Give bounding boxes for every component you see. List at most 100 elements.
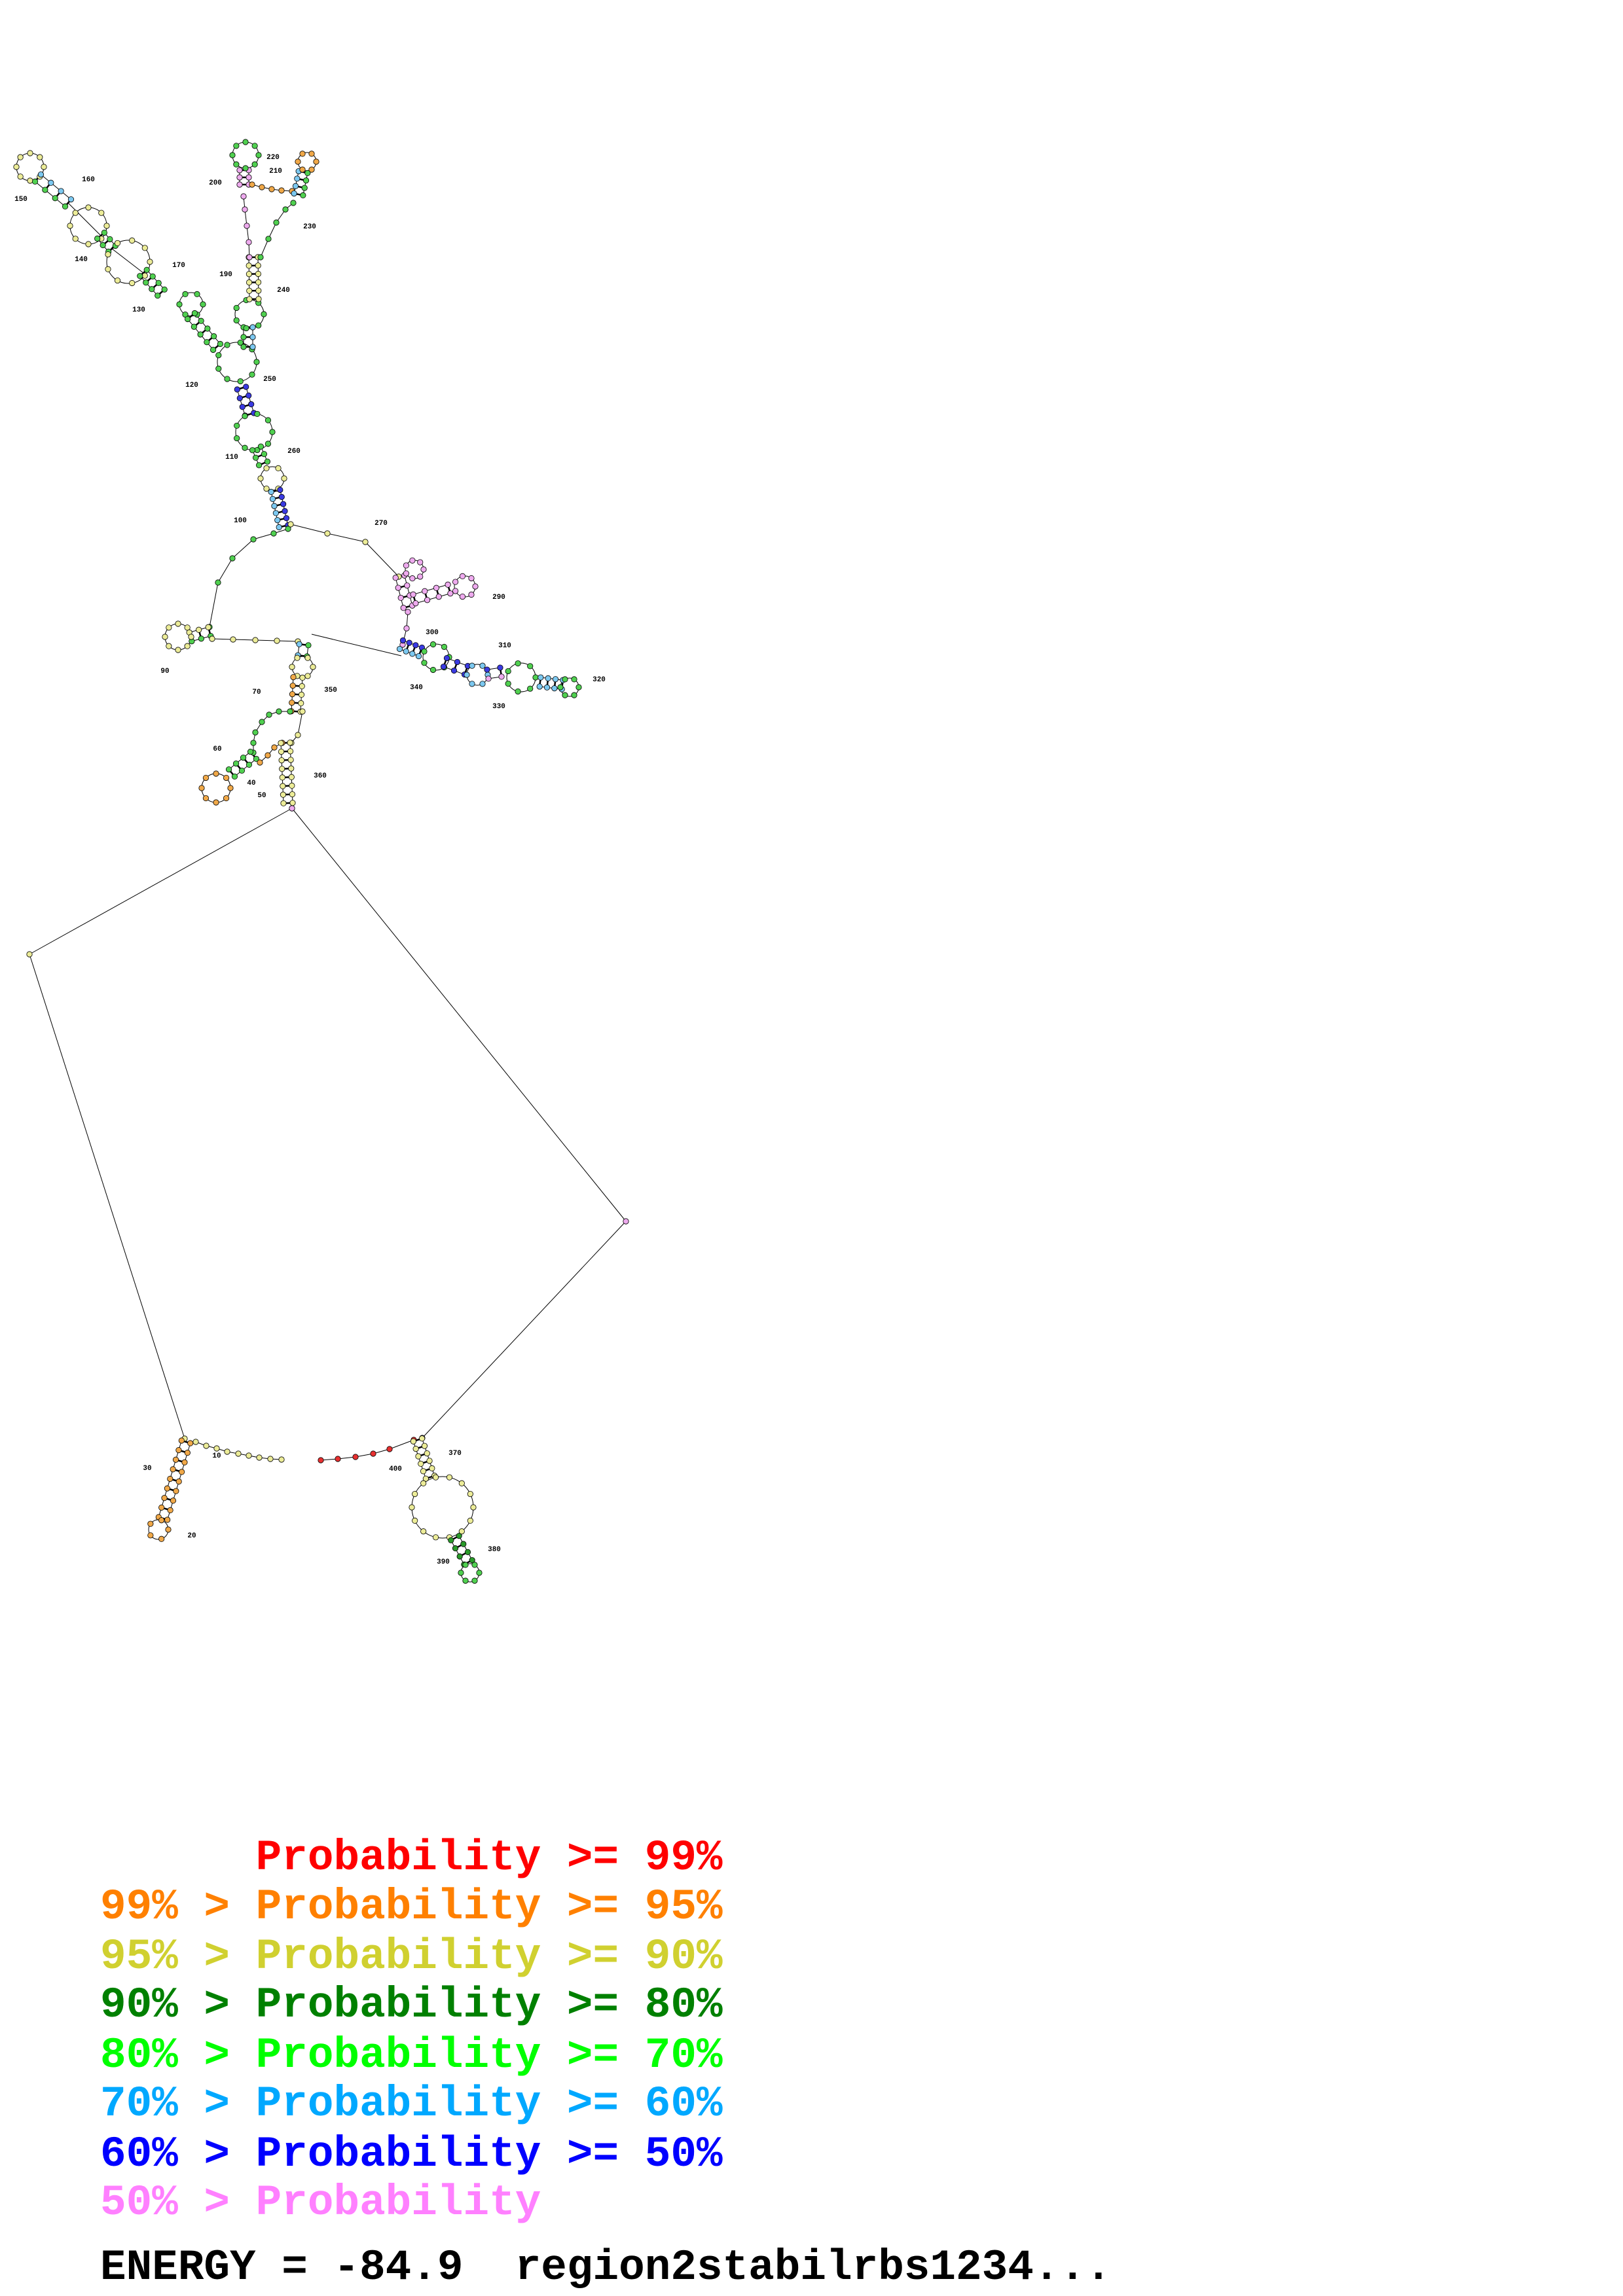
base-pair-bond bbox=[147, 277, 152, 282]
nucleotide bbox=[164, 1485, 171, 1492]
base-pair-bond bbox=[261, 461, 266, 465]
nucleotide bbox=[213, 1445, 220, 1452]
nucleotide bbox=[181, 1459, 188, 1465]
base-pair-bond bbox=[214, 344, 219, 350]
nucleotide bbox=[386, 1446, 393, 1452]
position-label: 210 bbox=[269, 168, 282, 175]
nucleotide bbox=[429, 666, 437, 673]
nucleotide bbox=[403, 570, 409, 577]
nucleotide bbox=[400, 605, 407, 611]
backbone-segment bbox=[412, 584, 448, 595]
legend-prefix: 60% > bbox=[100, 2130, 256, 2179]
base-pair-bond bbox=[424, 593, 428, 598]
base-pair-bond bbox=[278, 511, 283, 514]
base-pair-bond bbox=[447, 586, 451, 592]
nucleotide bbox=[469, 681, 475, 687]
position-label: 190 bbox=[219, 271, 232, 279]
nucleotide bbox=[279, 774, 285, 781]
nucleotide bbox=[147, 259, 153, 265]
nucleotide bbox=[435, 594, 442, 600]
base-pair-bond bbox=[425, 1468, 430, 1471]
nucleotide bbox=[234, 435, 240, 442]
nucleotide bbox=[17, 173, 24, 180]
nucleotide bbox=[302, 177, 310, 184]
nucleotide bbox=[58, 188, 64, 194]
nucleotide bbox=[237, 339, 244, 346]
nucleotide bbox=[161, 1495, 168, 1501]
nucleotide bbox=[278, 757, 285, 764]
nucleotide bbox=[240, 754, 247, 761]
nucleotide bbox=[404, 582, 410, 589]
nucleotides bbox=[13, 139, 629, 1584]
nucleotide bbox=[467, 1491, 473, 1498]
nucleotide bbox=[246, 262, 252, 269]
nucleotide bbox=[215, 352, 222, 359]
base-pair-bond bbox=[46, 184, 50, 189]
nucleotide bbox=[440, 663, 447, 670]
nucleotide bbox=[147, 1520, 154, 1527]
base-pair-bond bbox=[180, 1450, 186, 1453]
position-label: 300 bbox=[426, 629, 439, 637]
position-label: 240 bbox=[277, 287, 290, 295]
nucleotide bbox=[94, 235, 101, 242]
nucleotide bbox=[313, 158, 319, 165]
nucleotide bbox=[246, 287, 253, 294]
base-pair-bond bbox=[198, 632, 202, 637]
nucleotide bbox=[406, 639, 412, 646]
legend-text: Probability >= 70% bbox=[255, 2031, 723, 2080]
nucleotide bbox=[230, 636, 236, 643]
nucleotide bbox=[562, 676, 568, 683]
nucleotide bbox=[100, 242, 106, 249]
position-label: 340 bbox=[410, 684, 423, 692]
nucleotide bbox=[217, 340, 223, 348]
nucleotide bbox=[304, 673, 311, 679]
backbone-segment bbox=[146, 269, 165, 290]
backbone-segment bbox=[268, 222, 277, 240]
nucleotide bbox=[236, 167, 243, 173]
nucleotide bbox=[200, 301, 206, 308]
nucleotide bbox=[246, 1452, 252, 1459]
nucleotide bbox=[277, 486, 283, 493]
nucleotide bbox=[233, 143, 240, 149]
nucleotide bbox=[445, 581, 451, 588]
nucleotide bbox=[238, 767, 246, 774]
nucleotide bbox=[422, 1475, 429, 1482]
nucleotide bbox=[173, 1488, 179, 1494]
nucleotide bbox=[471, 1562, 478, 1568]
base-pair-bond bbox=[202, 329, 206, 334]
base-pair-bond bbox=[166, 1498, 172, 1501]
nucleotide bbox=[242, 413, 248, 420]
nucleotide bbox=[527, 685, 534, 692]
nucleotide bbox=[462, 1577, 469, 1584]
position-label: 10 bbox=[212, 1452, 221, 1460]
legend-prefix: 50% > bbox=[100, 2178, 256, 2227]
position-label: 390 bbox=[437, 1558, 450, 1566]
nucleotide bbox=[243, 384, 249, 390]
nucleotide bbox=[318, 1457, 324, 1463]
nucleotide bbox=[420, 566, 427, 573]
nucleotide bbox=[287, 708, 293, 715]
legend-text: Probability bbox=[255, 2178, 541, 2227]
base-pair-bond bbox=[456, 1544, 462, 1549]
nucleotide bbox=[458, 1480, 465, 1486]
nucleotide bbox=[288, 765, 295, 772]
nucleotide bbox=[255, 322, 262, 329]
position-label: 270 bbox=[374, 520, 388, 528]
backbone-segment bbox=[236, 389, 246, 416]
backbone-segment bbox=[41, 174, 71, 200]
nucleotide bbox=[264, 458, 271, 465]
nucleotide bbox=[166, 624, 172, 631]
nucleotide bbox=[552, 676, 559, 683]
nucleotide bbox=[571, 676, 577, 683]
nucleotide bbox=[251, 161, 258, 168]
nucleotide bbox=[410, 1438, 416, 1444]
base-pair-bond bbox=[239, 386, 244, 390]
nucleotide bbox=[280, 791, 287, 798]
nucleotide bbox=[299, 151, 306, 157]
position-label: 310 bbox=[498, 642, 511, 650]
nucleotide bbox=[233, 161, 240, 168]
nucleotide bbox=[167, 1507, 173, 1513]
position-label: 320 bbox=[593, 676, 606, 684]
nucleotide bbox=[268, 186, 275, 192]
nucleotide bbox=[239, 404, 246, 410]
